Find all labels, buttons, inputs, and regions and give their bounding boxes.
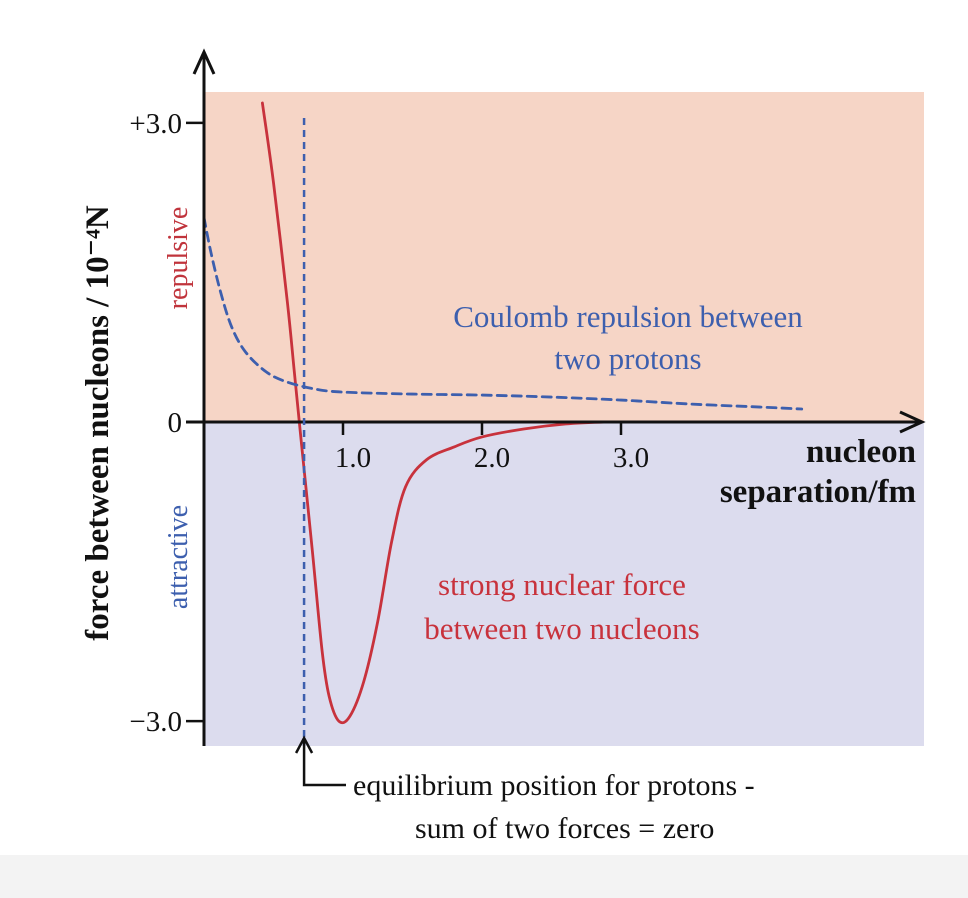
y-axis-title: force between nucleons / 10⁻⁴N	[80, 205, 116, 641]
x-axis-title-line2: separation/fm	[720, 474, 916, 510]
coulomb-curve	[202, 216, 804, 411]
strong-label-line2: between two nucleons	[424, 611, 699, 646]
equilibrium-label-line1: equilibrium position for protons -	[353, 769, 755, 802]
attractive-label: attractive	[163, 505, 194, 609]
y-tick-label: −3.0	[129, 706, 182, 738]
y-axis-arrowhead	[192, 48, 216, 75]
x-tick-label: 1.0	[335, 442, 371, 474]
y-tick-label: +3.0	[129, 108, 182, 140]
page-footer-area	[0, 855, 968, 898]
attractive-region	[204, 422, 924, 746]
coulomb-label-line1: Coulomb repulsion between	[453, 299, 803, 334]
repulsive-label: repulsive	[163, 207, 194, 310]
equilibrium-label-line2: sum of two forces = zero	[415, 812, 714, 845]
y-tick-label: 0	[168, 407, 183, 439]
equilibrium-pointer	[294, 735, 346, 787]
x-tick-label: 2.0	[474, 442, 510, 474]
coulomb-label-line2: two protons	[554, 341, 701, 376]
x-axis-arrowhead	[899, 410, 926, 434]
x-axis-title-line1: nucleon	[806, 434, 916, 470]
strong-force-curve	[260, 101, 637, 725]
strong-label-line1: strong nuclear force	[438, 567, 686, 602]
repulsive-region	[204, 92, 924, 422]
x-tick-label: 3.0	[613, 442, 649, 474]
